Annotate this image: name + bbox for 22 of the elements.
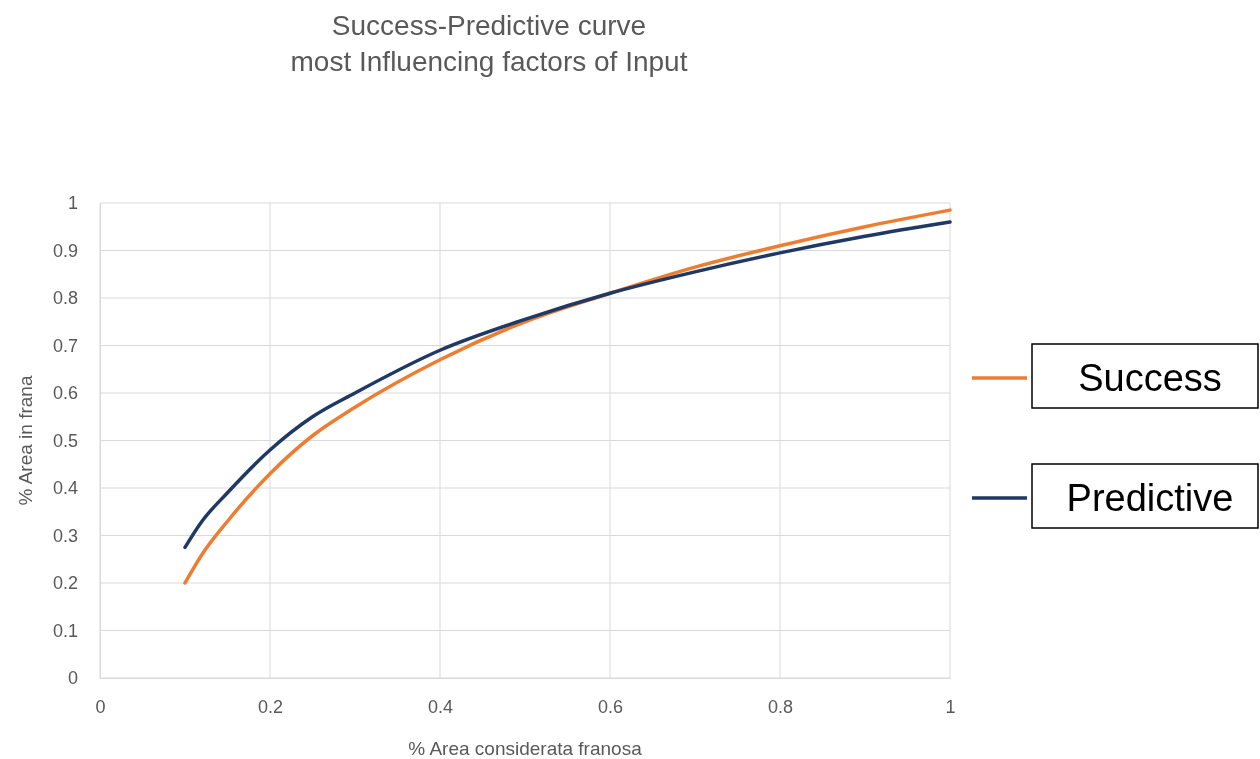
y-tick-label: 0.9 xyxy=(52,240,78,261)
x-tick-label: 1 xyxy=(945,696,956,717)
y-tick-label: 0 xyxy=(67,668,78,689)
y-tick-label: 0.8 xyxy=(52,288,78,309)
chart-title: Success-Predictive curve most Influencing factors of Input xyxy=(290,10,688,77)
x-tick-label: 0.8 xyxy=(767,696,794,717)
y-tick-label: 0.6 xyxy=(52,383,78,404)
y-tick-label: 0.3 xyxy=(52,525,78,546)
x-tick-label: 0.6 xyxy=(597,696,624,717)
y-tick-label: 1 xyxy=(67,193,78,214)
legend-label: Success xyxy=(1078,357,1222,399)
y-tick-label: 0.4 xyxy=(52,478,78,499)
x-tick-label: 0 xyxy=(95,696,106,717)
legend-label: Predictive xyxy=(1066,477,1234,519)
y-tick-label: 0.7 xyxy=(52,335,78,356)
y-tick-label: 0.5 xyxy=(52,430,78,451)
x-tick-label: 0.4 xyxy=(427,696,454,717)
y-tick-label: 0.1 xyxy=(52,620,78,641)
x-tick-label: 0.2 xyxy=(257,696,284,717)
y-tick-label: 0.2 xyxy=(52,573,78,594)
x-axis-title: % Area considerata franosa xyxy=(408,738,643,759)
y-axis-title: % Area in frana xyxy=(15,375,36,506)
